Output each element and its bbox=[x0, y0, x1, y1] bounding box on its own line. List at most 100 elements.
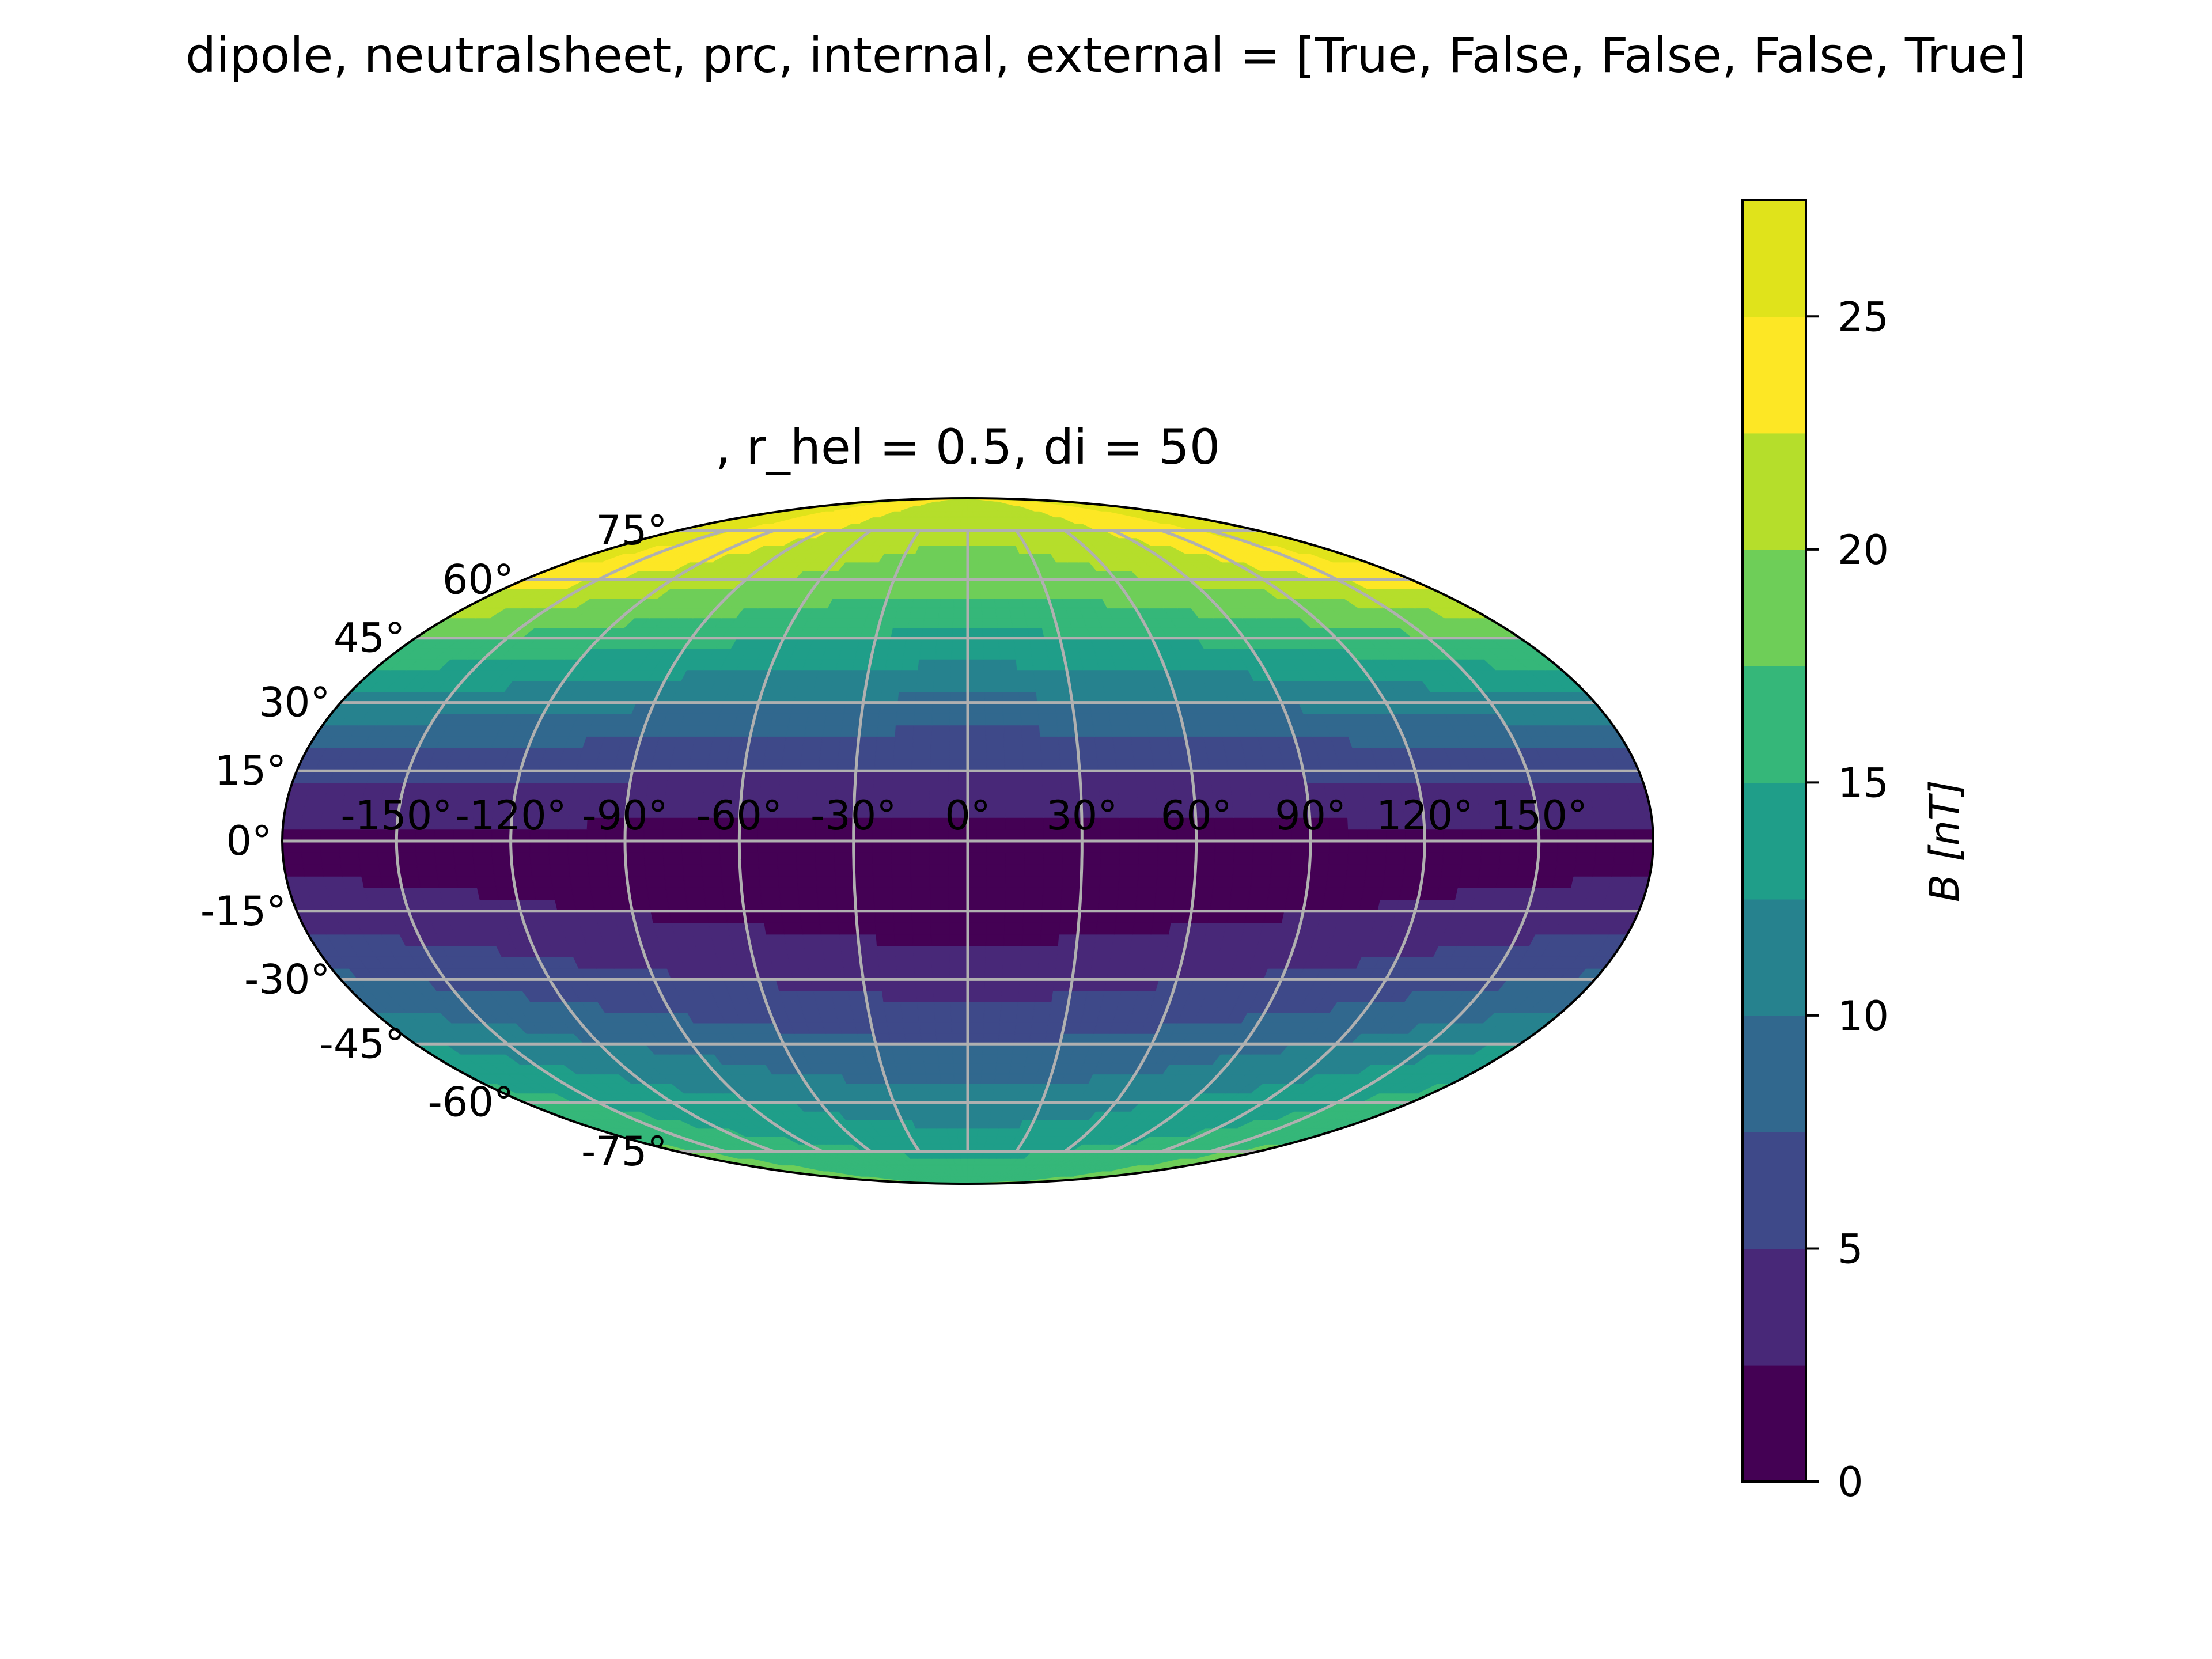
field-cell bbox=[949, 968, 968, 980]
field-cell bbox=[1135, 899, 1156, 912]
field-cell bbox=[1014, 648, 1033, 660]
field-cell bbox=[579, 747, 602, 760]
field-cell bbox=[1516, 864, 1538, 877]
field-cell bbox=[909, 607, 926, 619]
field-cell bbox=[948, 770, 968, 783]
field-cell bbox=[453, 840, 474, 854]
field-cell bbox=[938, 1136, 950, 1145]
field-cell bbox=[1087, 691, 1108, 703]
field-cell bbox=[937, 627, 953, 639]
field-cell bbox=[1117, 887, 1138, 900]
field-cell bbox=[692, 934, 715, 946]
field-cell bbox=[415, 852, 437, 865]
field-cell bbox=[931, 968, 951, 980]
field-cell bbox=[899, 990, 918, 1002]
field-cell bbox=[1348, 840, 1368, 854]
field-cell bbox=[967, 759, 987, 771]
field-cell bbox=[1214, 840, 1235, 854]
field-cell bbox=[1119, 990, 1140, 1002]
field-cell bbox=[713, 945, 736, 958]
field-cell bbox=[538, 759, 562, 771]
field-cell bbox=[935, 648, 953, 660]
field-cell bbox=[900, 1001, 919, 1013]
field-cell bbox=[1271, 840, 1292, 854]
field-cell bbox=[949, 934, 968, 946]
field-cell bbox=[967, 956, 986, 969]
field-cell bbox=[1207, 911, 1229, 923]
field-cell bbox=[894, 736, 914, 748]
field-cell bbox=[1099, 876, 1120, 889]
field-cell bbox=[1021, 934, 1041, 946]
field-cell bbox=[1232, 864, 1253, 877]
field-cell bbox=[1194, 864, 1215, 877]
field-cell bbox=[876, 736, 896, 748]
field-cell bbox=[667, 770, 689, 783]
field-cell bbox=[891, 1043, 909, 1055]
field-cell bbox=[1233, 817, 1254, 830]
field-cell bbox=[999, 1012, 1018, 1024]
field-cell bbox=[797, 887, 819, 900]
field-cell bbox=[1405, 840, 1425, 854]
field-cell bbox=[954, 1083, 968, 1094]
field-cell bbox=[907, 1054, 925, 1065]
field-cell bbox=[1055, 956, 1076, 969]
field-cell bbox=[708, 747, 730, 760]
field-cell bbox=[906, 627, 923, 639]
field-cell bbox=[921, 1043, 938, 1055]
field-cell bbox=[778, 876, 798, 889]
field-cell bbox=[933, 990, 952, 1002]
field-cell bbox=[967, 1033, 984, 1044]
field-cell bbox=[1097, 759, 1118, 771]
field-cell bbox=[1119, 852, 1139, 865]
field-cell bbox=[861, 968, 881, 980]
field-cell bbox=[1269, 876, 1290, 889]
field-cell bbox=[1248, 782, 1270, 795]
field-cell bbox=[802, 934, 823, 946]
field-cell bbox=[982, 1043, 999, 1055]
field-cell bbox=[836, 759, 858, 771]
field-cell bbox=[997, 1043, 1014, 1055]
field-cell bbox=[1594, 817, 1615, 830]
field-cell bbox=[1355, 911, 1378, 923]
field-cell bbox=[1043, 876, 1063, 889]
field-cell bbox=[900, 1083, 917, 1094]
field-cell bbox=[1194, 876, 1215, 889]
field-cell bbox=[920, 562, 935, 571]
field-cell bbox=[1344, 876, 1366, 889]
field-cell bbox=[1355, 759, 1378, 771]
field-cell bbox=[1157, 852, 1178, 865]
field-cell bbox=[982, 638, 1000, 649]
field-cell bbox=[967, 968, 986, 980]
field-cell bbox=[967, 934, 987, 946]
field-cell bbox=[839, 736, 859, 748]
field-cell bbox=[822, 945, 843, 958]
field-cell bbox=[948, 899, 968, 912]
field-cell bbox=[948, 852, 968, 865]
field-cell bbox=[1099, 887, 1119, 900]
field-cell bbox=[1100, 840, 1121, 854]
field-cell bbox=[1096, 922, 1116, 935]
field-cell bbox=[1209, 899, 1231, 912]
field-cell bbox=[967, 1128, 979, 1137]
field-cell bbox=[1002, 702, 1021, 714]
field-cell bbox=[460, 770, 484, 783]
field-cell bbox=[895, 956, 915, 969]
field-cell bbox=[554, 899, 577, 912]
field-cell bbox=[704, 899, 726, 912]
figure-suptitle: dipole, neutralsheet, prc, internal, ext… bbox=[185, 27, 2027, 84]
field-cell bbox=[1071, 702, 1092, 714]
field-cell bbox=[302, 805, 324, 818]
field-cell bbox=[770, 713, 791, 726]
field-cell bbox=[986, 770, 1006, 783]
field-cell bbox=[301, 828, 321, 842]
field-cell bbox=[895, 1063, 912, 1075]
field-cell bbox=[858, 945, 879, 958]
field-cell bbox=[856, 747, 877, 760]
field-cell bbox=[1033, 1001, 1052, 1013]
field-cell bbox=[1059, 922, 1080, 935]
field-cell bbox=[762, 759, 783, 771]
field-cell bbox=[872, 840, 892, 854]
field-cell bbox=[931, 724, 950, 737]
field-cell bbox=[1146, 724, 1168, 737]
field-cell bbox=[1319, 911, 1341, 923]
